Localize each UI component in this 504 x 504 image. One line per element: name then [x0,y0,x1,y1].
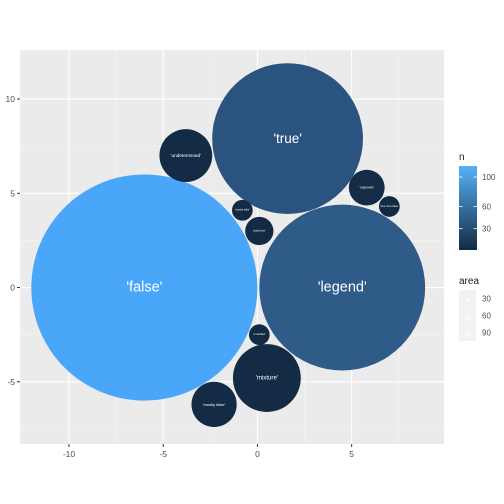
legend-area: area a 30 a 60 a 90 [459,276,491,341]
x-tick-label: -10 [63,449,76,459]
bubble-label: 'partly true' [253,228,266,232]
x-axis: -10 -5 0 5 [63,444,354,459]
legend-n-title: n [459,152,465,163]
y-axis: -5 0 5 10 [6,94,20,387]
legend-area-label: 90 [482,329,491,338]
bubble-label: 'legend' [318,280,367,296]
legend-area-label: 60 [482,312,491,321]
bubble [232,199,253,221]
legend-n-colorbar [459,166,477,250]
bubble [159,129,213,182]
x-tick-label: -5 [159,449,167,459]
x-tick-label: 0 [255,449,260,459]
x-tick-label: 5 [349,449,354,459]
legend-area-title: area [459,276,479,287]
legend-n-label: 30 [482,225,491,234]
y-tick-label: -5 [7,377,15,387]
legend-area-key-glyph: a [464,326,471,340]
bubble-label: 'unproven' [359,186,374,190]
bubble [259,204,426,371]
bubble-label: 'unverified' [253,332,266,336]
legend-area-label: 30 [482,295,491,304]
bubble [378,196,400,217]
legend-n-label: 60 [482,203,491,212]
bubble-label: 'mostly false' [235,208,250,212]
bubble-label: 'true, then false' [380,204,399,208]
bubble [348,169,385,206]
bubble-label: 'false' [126,280,162,296]
legend-area-key-glyph: a [465,296,470,305]
bubbles-layer: 'false' 'legend' 'true' 'mixture' 'undetermi… [31,63,426,428]
y-tick-label: 0 [10,283,15,293]
bubble [248,324,270,346]
bubble [232,344,301,412]
legend-area-key [459,307,476,324]
bubble [191,381,237,428]
bubble-label: 'mostly false' [203,402,226,407]
legend-area-key-glyph: a [465,312,471,323]
bubble-label: 'true' [273,131,301,146]
bubble-label: 'mixture' [256,375,278,382]
legend-area-key [459,324,476,341]
bubble [212,63,363,214]
legend-n-label: 100 [482,173,496,182]
bubble [245,216,274,246]
y-tick-label: 10 [6,94,16,104]
legend-area-key [459,290,476,307]
bubble-label: 'undetermined' [171,153,202,158]
legend-n: n 100 60 30 [459,152,496,250]
bubble [31,174,258,401]
y-tick-label: 5 [10,188,15,198]
